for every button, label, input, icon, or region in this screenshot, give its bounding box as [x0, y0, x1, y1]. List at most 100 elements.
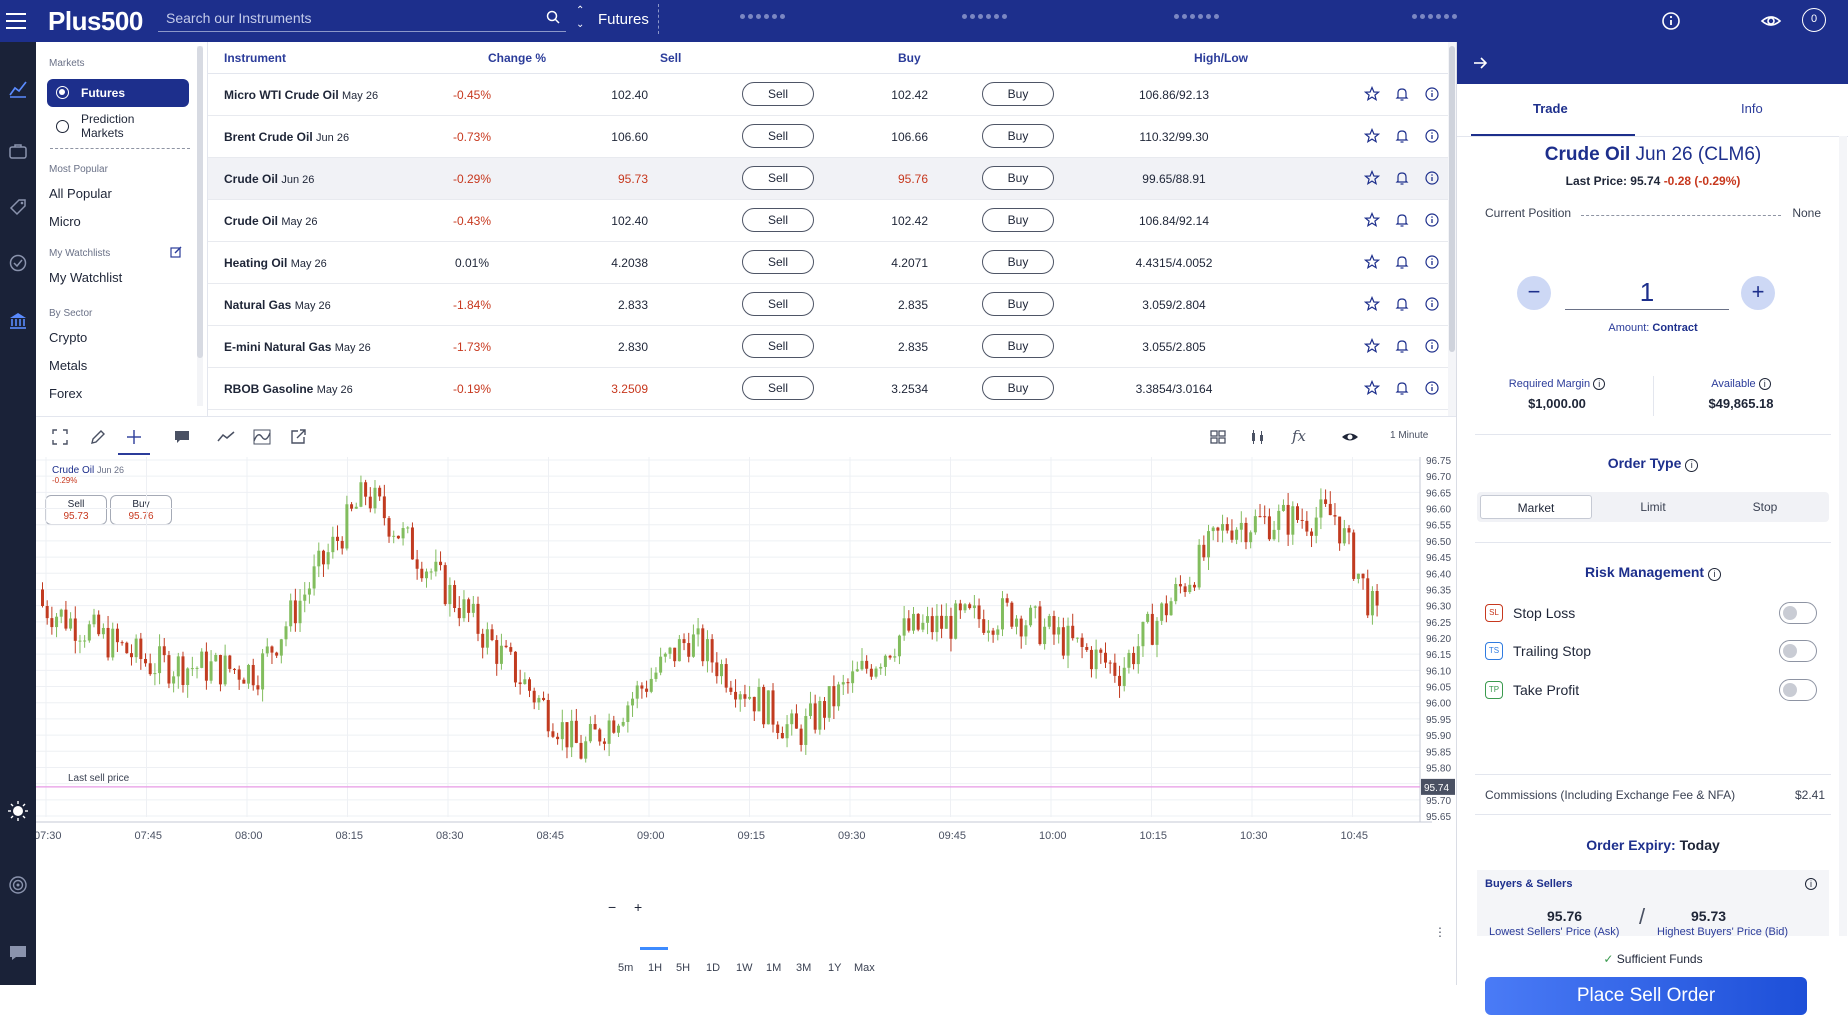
star-icon[interactable] [1364, 212, 1380, 228]
instrument-name[interactable]: Crude Oil May 26 [224, 214, 317, 228]
info-icon[interactable] [1660, 10, 1682, 32]
buy-button[interactable]: Buy [982, 82, 1054, 106]
info-icon[interactable] [1424, 128, 1440, 144]
price-chart[interactable]: 96.75 96.70 96.65 96.60 96.55 96.50 96.45 96.40… [36, 457, 1456, 937]
timeframe-1y[interactable]: 1Y [828, 962, 842, 974]
place-sell-order-button[interactable]: Place Sell Order [1485, 977, 1807, 1015]
avatar[interactable]: 0 [1802, 8, 1826, 32]
buy-button[interactable]: Buy [982, 376, 1054, 400]
search-bar[interactable] [158, 6, 566, 32]
share-icon[interactable] [288, 427, 308, 447]
sidebar-item-metals[interactable]: Metals [49, 358, 88, 373]
theme-icon[interactable] [7, 800, 29, 822]
timeframe-max[interactable]: Max [854, 962, 875, 974]
eye-icon[interactable] [1760, 10, 1782, 32]
take-profit-toggle[interactable] [1779, 679, 1817, 701]
info-icon[interactable]: i [1685, 459, 1699, 472]
sell-button[interactable]: Sell [742, 208, 814, 232]
info-icon[interactable] [1424, 380, 1440, 396]
timeframe-1h[interactable]: 1H [648, 962, 663, 974]
order-type-market[interactable]: Market [1480, 495, 1592, 519]
col-change[interactable]: Change % [488, 51, 547, 65]
sidebar-item-prediction[interactable]: Prediction Markets [47, 108, 189, 144]
star-icon[interactable] [1364, 296, 1380, 312]
sidebar-item-crypto[interactable]: Crypto [49, 330, 88, 345]
instrument-name[interactable]: Crude Oil Jun 26 [224, 172, 314, 186]
sell-button[interactable]: Sell [742, 124, 814, 148]
sell-button[interactable]: Sell [742, 376, 814, 400]
bell-icon[interactable] [1394, 254, 1410, 270]
timeframe-1d[interactable]: 1D [706, 962, 721, 974]
info-icon[interactable] [1424, 338, 1440, 354]
instrument-name[interactable]: RBOB Gasoline May 26 [224, 382, 353, 396]
info-icon[interactable]: i [1805, 878, 1817, 890]
trailing-stop-toggle[interactable] [1779, 640, 1817, 662]
tab-info[interactable]: Info [1741, 101, 1763, 116]
info-icon[interactable] [1424, 86, 1440, 102]
tab-trade[interactable]: Trade [1533, 101, 1568, 116]
arrow-right-icon[interactable] [1471, 54, 1489, 72]
col-instrument[interactable]: Instrument [224, 51, 287, 65]
timeframe-5m[interactable]: 5m [618, 962, 634, 974]
zoom-out-button[interactable]: − [608, 899, 617, 915]
order-type-stop[interactable]: Stop [1752, 500, 1778, 514]
fx-icon[interactable]: fx [1292, 427, 1307, 445]
buy-button[interactable]: Buy [982, 292, 1054, 316]
table-row[interactable]: Micro WTI Crude Oil May 26 -0.45% 102.40 Se… [208, 74, 1448, 116]
instrument-name[interactable]: Natural Gas May 26 [224, 298, 331, 312]
search-icon[interactable] [546, 10, 560, 24]
info-icon[interactable]: i [1707, 568, 1721, 581]
instrument-name[interactable]: Micro WTI Crude Oil May 26 [224, 88, 378, 102]
table-row[interactable]: Natural Gas May 26 -1.84% 2.833 Sell 2.835 Bu… [208, 284, 1448, 326]
fullscreen-icon[interactable] [50, 427, 70, 447]
info-icon[interactable]: i [1758, 378, 1771, 390]
sidebar-item-all-popular[interactable]: All Popular [49, 186, 112, 201]
bell-icon[interactable] [1394, 380, 1410, 396]
timeframe-3m[interactable]: 3M [796, 962, 812, 974]
edit-icon[interactable] [170, 246, 182, 258]
buy-button[interactable]: Buy [982, 166, 1054, 190]
sidebar-item-futures[interactable]: Futures [47, 79, 189, 107]
bell-icon[interactable] [1394, 212, 1410, 228]
target-icon[interactable] [7, 874, 29, 896]
sidebar-item-forex[interactable]: Forex [49, 386, 83, 401]
indicator-icon[interactable] [252, 427, 272, 447]
table-row[interactable]: RBOB Gasoline May 26 -0.19% 3.2509 Sell 3.25… [208, 368, 1448, 410]
table-row[interactable]: Crude Oil Jun 26 -0.29% 95.73 Sell 95.76 Buy 9… [208, 158, 1448, 200]
col-highlow[interactable]: High/Low [1194, 51, 1248, 65]
zoom-in-button[interactable]: + [634, 899, 643, 915]
sidebar-item-micro[interactable]: Micro [49, 214, 81, 229]
info-icon[interactable] [1424, 170, 1440, 186]
buy-button[interactable]: Buy [982, 124, 1054, 148]
info-icon[interactable]: i [1593, 378, 1606, 390]
info-icon[interactable] [1424, 254, 1440, 270]
history-icon[interactable] [7, 252, 29, 274]
sell-button[interactable]: Sell [742, 292, 814, 316]
sell-button[interactable]: Sell [742, 334, 814, 358]
increase-quantity-button[interactable]: + [1741, 276, 1775, 310]
table-row[interactable]: E-mini Natural Gas May 26 -1.73% 2.830 Sell… [208, 326, 1448, 368]
star-icon[interactable] [1364, 170, 1380, 186]
instrument-name[interactable]: Brent Crude Oil Jun 26 [224, 130, 349, 144]
star-icon[interactable] [1364, 380, 1380, 396]
stop-loss-toggle[interactable] [1779, 602, 1817, 624]
search-input[interactable] [158, 6, 528, 30]
chat-icon[interactable] [7, 942, 29, 964]
info-icon[interactable] [1424, 212, 1440, 228]
radio-selected-icon[interactable] [56, 86, 69, 99]
bell-icon[interactable] [1394, 170, 1410, 186]
trend-icon[interactable] [216, 427, 236, 447]
decrease-quantity-button[interactable]: − [1517, 276, 1551, 310]
instrument-name[interactable]: E-mini Natural Gas May 26 [224, 340, 371, 354]
bell-icon[interactable] [1394, 86, 1410, 102]
category-arrows-icon[interactable]: ⌃ ⌄ [576, 5, 585, 30]
timeframe-1w[interactable]: 1W [736, 962, 753, 974]
sell-button[interactable]: Sell [742, 250, 814, 274]
chart-menu-icon[interactable]: ⋮ [1434, 925, 1446, 939]
col-sell[interactable]: Sell [660, 51, 682, 65]
info-icon[interactable] [1424, 296, 1440, 312]
star-icon[interactable] [1364, 338, 1380, 354]
table-row[interactable]: Brent Crude Oil Jun 26 -0.73% 106.60 Sell 10… [208, 116, 1448, 158]
table-scrollbar[interactable] [1448, 42, 1456, 416]
eye-icon[interactable] [1340, 427, 1360, 447]
